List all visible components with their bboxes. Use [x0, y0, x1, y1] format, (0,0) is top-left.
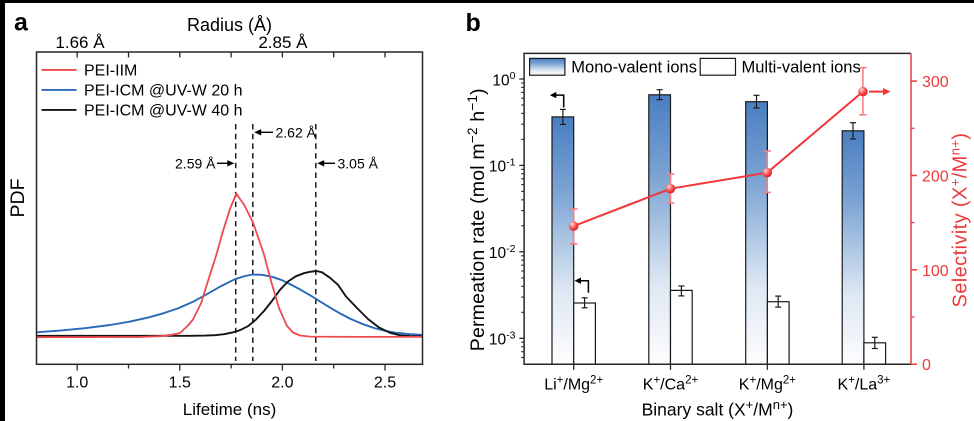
svg-text:1.66 Å: 1.66 Å	[55, 33, 105, 52]
svg-text:b: b	[466, 9, 481, 37]
svg-text:1.5: 1.5	[169, 374, 191, 391]
svg-text:2.0: 2.0	[271, 374, 293, 391]
svg-text:a: a	[14, 9, 29, 37]
svg-text:100: 100	[922, 263, 949, 280]
svg-text:PEI-IIM: PEI-IIM	[84, 63, 137, 80]
svg-text:2.62 Å: 2.62 Å	[276, 124, 317, 140]
svg-text:Selectivity (X+/Mn+): Selectivity (X+/Mn+)	[947, 133, 971, 308]
svg-text:3.05 Å: 3.05 Å	[338, 155, 379, 171]
svg-text:2.85 Å: 2.85 Å	[258, 33, 308, 52]
svg-text:300: 300	[922, 74, 949, 91]
svg-text:PEI-ICM @UV-W 20 h: PEI-ICM @UV-W 20 h	[84, 83, 243, 100]
svg-text:K+/Mg2+: K+/Mg2+	[739, 375, 796, 394]
svg-text:200: 200	[922, 169, 949, 186]
svg-text:Multi-valent ions: Multi-valent ions	[742, 58, 861, 76]
svg-text:2.59 Å: 2.59 Å	[175, 155, 216, 171]
svg-text:Binary salt (X+/Mn+): Binary salt (X+/Mn+)	[642, 397, 794, 420]
svg-text:0: 0	[922, 357, 931, 374]
svg-text:Mono-valent ions: Mono-valent ions	[571, 58, 697, 76]
svg-text:2.5: 2.5	[374, 374, 396, 391]
svg-text:Lifetime (ns): Lifetime (ns)	[183, 400, 277, 419]
svg-text:PEI-ICM @UV-W 40 h: PEI-ICM @UV-W 40 h	[84, 103, 243, 120]
svg-text:K+/Ca2+: K+/Ca2+	[643, 375, 699, 394]
svg-text:1.0: 1.0	[66, 374, 88, 391]
svg-text:Li+/Mg2+: Li+/Mg2+	[544, 375, 603, 394]
svg-text:Radius (Å): Radius (Å)	[187, 15, 272, 35]
svg-text:K+/La3+: K+/La3+	[838, 375, 891, 394]
svg-text:PDF: PDF	[7, 178, 29, 217]
svg-text:Permeation rate (mol m−2 h−1): Permeation rate (mol m−2 h−1)	[465, 88, 489, 351]
